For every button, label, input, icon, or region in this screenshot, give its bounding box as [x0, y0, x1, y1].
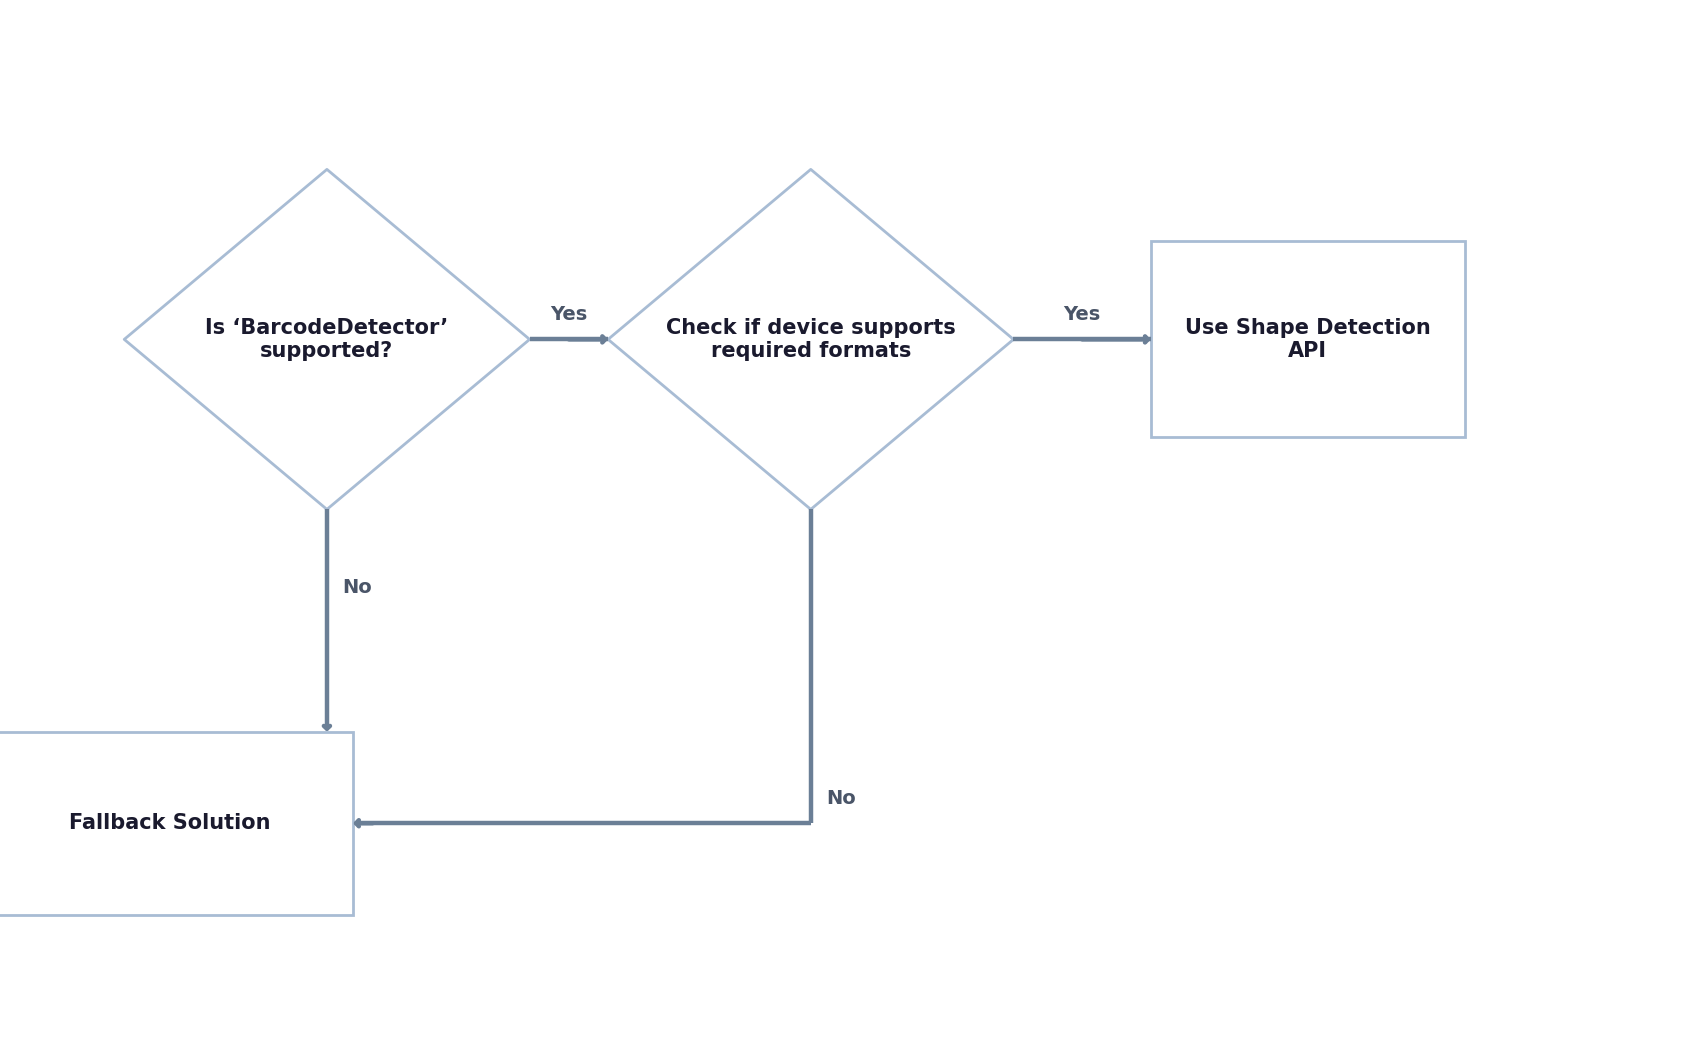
Text: Check if device supports
required formats: Check if device supports required format… — [666, 317, 955, 361]
Polygon shape — [124, 169, 530, 509]
Polygon shape — [609, 169, 1013, 509]
Text: No: No — [826, 788, 857, 807]
Text: Is ‘BarcodeDetector’
supported?: Is ‘BarcodeDetector’ supported? — [206, 317, 449, 361]
Text: Fallback Solution: Fallback Solution — [70, 814, 270, 834]
FancyBboxPatch shape — [0, 732, 354, 915]
Text: Yes: Yes — [1064, 305, 1100, 324]
Text: Use Shape Detection
API: Use Shape Detection API — [1185, 317, 1431, 361]
Text: Yes: Yes — [551, 305, 588, 324]
Text: No: No — [343, 579, 372, 598]
FancyBboxPatch shape — [1151, 241, 1465, 437]
